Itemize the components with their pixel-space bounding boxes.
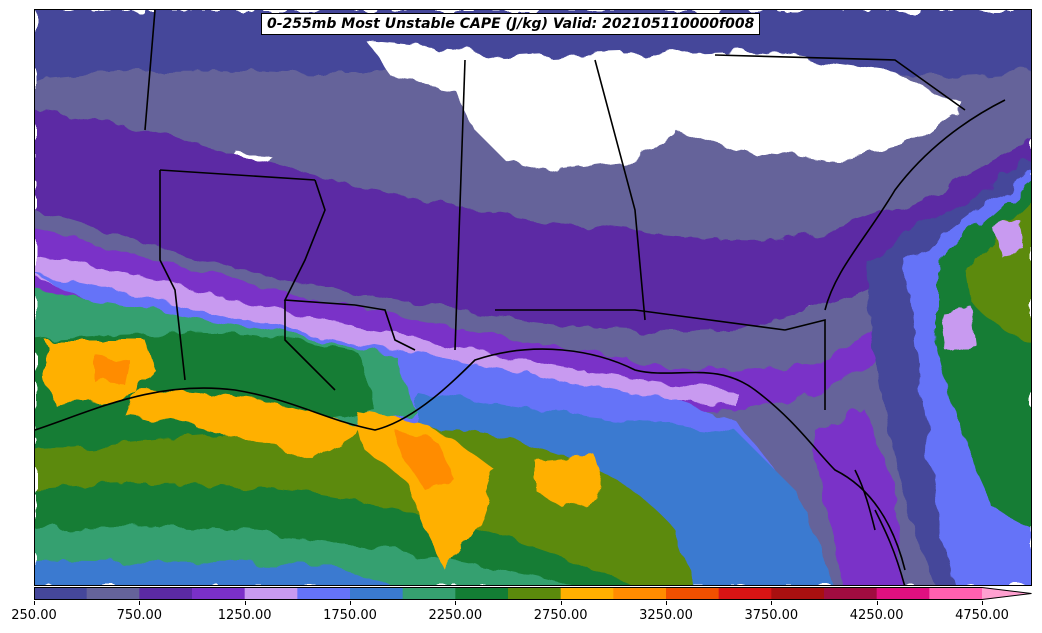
colorbar-tick-mark	[34, 601, 35, 605]
map-title: 0-255mb Most Unstable CAPE (J/kg) Valid:…	[261, 13, 761, 35]
colorbar-segment	[297, 587, 351, 600]
colorbar-outline	[34, 587, 1032, 600]
colorbar-tick-label: 1750.00	[323, 608, 377, 623]
colorbar-segment	[508, 587, 562, 600]
colorbar-tick-mark	[982, 601, 983, 605]
colorbar-segment	[771, 587, 825, 600]
colorbar-segment	[824, 587, 878, 600]
colorbar-tick-mark	[244, 601, 246, 605]
colorbar-ticks: 250.00 750.00 1250.00 1750.00 2250.00 2750.00…	[0, 601, 1042, 631]
map-panel	[34, 9, 1032, 586]
colorbar	[34, 587, 1032, 600]
colorbar-segment	[244, 587, 298, 600]
colorbar-tick-mark	[876, 601, 878, 605]
state-borders	[35, 10, 1006, 585]
colorbar-segment	[613, 587, 667, 600]
colorbar-tick-mark	[666, 601, 667, 605]
colorbar-segment	[192, 587, 246, 600]
colorbar-segment	[402, 587, 456, 600]
colorbar-segment	[560, 587, 614, 600]
colorbar-segment	[718, 587, 772, 600]
colorbar-tick-label: 4250.00	[849, 608, 904, 623]
colorbar-tick-label: 3750.00	[744, 608, 799, 623]
colorbar-tick-mark	[139, 601, 141, 605]
colorbar-segment	[350, 587, 404, 600]
colorbar-tick-label: 3250.00	[639, 608, 693, 623]
colorbar-tick-mark	[455, 601, 457, 605]
colorbar-tick-label: 250.00	[11, 608, 57, 623]
colorbar-extend-triangle	[982, 587, 1032, 600]
colorbar-segment	[876, 587, 930, 600]
colorbar-tick-label: 1250.00	[217, 608, 272, 623]
colorbar-segment	[666, 587, 720, 600]
colorbar-segment	[34, 587, 88, 600]
colorbar-segment	[139, 587, 193, 600]
colorbar-tick-mark	[560, 601, 562, 605]
cape-map	[35, 10, 1031, 585]
colorbar-tick-mark	[350, 601, 351, 605]
colorbar-segment	[929, 587, 983, 600]
colorbar-tick-label: 4750.00	[955, 608, 1009, 623]
colorbar-tick-mark	[771, 601, 773, 605]
colorbar-segment	[86, 587, 140, 600]
colorbar-tick-label: 750.00	[116, 608, 163, 623]
colorbar-segment	[455, 587, 509, 600]
colorbar-tick-label: 2250.00	[428, 608, 483, 623]
cape-fill-layer	[35, 10, 1031, 585]
colorbar-tick-label: 2750.00	[533, 608, 588, 623]
